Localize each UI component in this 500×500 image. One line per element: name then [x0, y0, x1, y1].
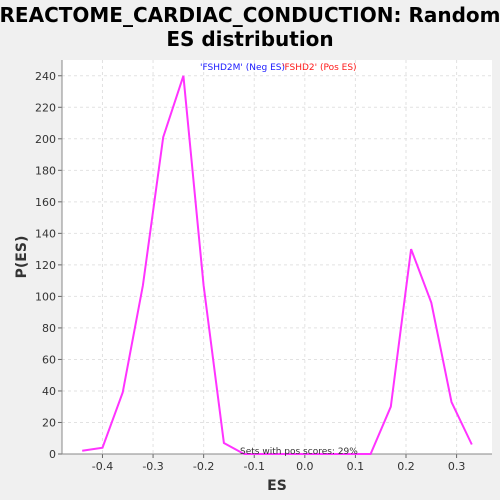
y-axis-label: P(ES)	[14, 236, 30, 279]
y-tick-label: 160	[35, 196, 56, 209]
x-axis-label: ES	[267, 478, 287, 494]
x-tick-label: 0.1	[347, 460, 365, 473]
chart-title-line2: ES distribution	[166, 27, 333, 51]
y-tick-label: 140	[35, 227, 56, 240]
y-tick-label: 120	[35, 259, 56, 272]
y-tick-label: 240	[35, 70, 56, 83]
x-tick-label: 0.3	[448, 460, 466, 473]
y-tick-label: 0	[49, 448, 56, 461]
y-tick-label: 60	[42, 353, 56, 366]
x-tick-label: 0.0	[296, 460, 314, 473]
series-group	[82, 75, 473, 455]
y-axis-ticks: 0 20 40 60 80 100 120 140 160 180 200 220 240	[35, 60, 63, 461]
x-tick-label: 0.2	[397, 460, 415, 473]
x-tick-label: -0.2	[193, 460, 214, 473]
x-tick-label: -0.3	[142, 460, 163, 473]
x-tick-label: -0.4	[92, 460, 113, 473]
y-tick-label: 20	[42, 416, 56, 429]
chart-title-line1: REACTOME_CARDIAC_CONDUCTION: Random	[0, 3, 500, 27]
y-tick-label: 40	[42, 385, 56, 398]
footer-note: Sets with pos scores: 29%	[240, 447, 358, 457]
annotation-neg-es: 'FSHD2M' (Neg ES)	[200, 63, 285, 73]
y-tick-label: 220	[35, 101, 56, 114]
y-tick-label: 180	[35, 164, 56, 177]
y-tick-label: 200	[35, 133, 56, 146]
annotation-pos-es: 'FSHD2' (Pos ES)	[282, 63, 357, 73]
y-tick-label: 80	[42, 322, 56, 335]
series-line	[82, 75, 473, 455]
plot-area	[62, 60, 492, 454]
x-tick-label: -0.1	[244, 460, 265, 473]
y-tick-label: 100	[35, 290, 56, 303]
